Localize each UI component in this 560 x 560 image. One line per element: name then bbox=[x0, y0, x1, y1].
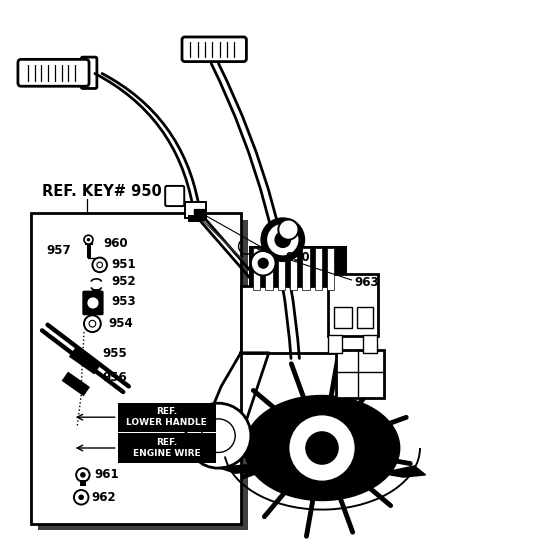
Bar bbox=[87, 241, 91, 258]
Polygon shape bbox=[381, 466, 426, 477]
Bar bbox=[363, 335, 377, 353]
FancyBboxPatch shape bbox=[182, 37, 246, 62]
Circle shape bbox=[89, 320, 96, 327]
Bar bbox=[253, 248, 260, 290]
Circle shape bbox=[202, 419, 235, 452]
Bar bbox=[80, 480, 86, 486]
Text: 961: 961 bbox=[94, 468, 119, 482]
Text: REF.
ENGINE WIRE: REF. ENGINE WIRE bbox=[133, 438, 200, 458]
Circle shape bbox=[92, 258, 107, 272]
Bar bbox=[185, 202, 206, 218]
Circle shape bbox=[274, 231, 291, 248]
FancyBboxPatch shape bbox=[81, 57, 97, 88]
Bar bbox=[188, 215, 202, 222]
Bar bbox=[118, 433, 216, 463]
Bar bbox=[62, 372, 90, 396]
Circle shape bbox=[251, 251, 276, 276]
Text: 953: 953 bbox=[111, 295, 136, 308]
Text: 960: 960 bbox=[104, 237, 128, 250]
FancyBboxPatch shape bbox=[194, 209, 206, 221]
Circle shape bbox=[76, 468, 90, 482]
Text: 962: 962 bbox=[91, 491, 116, 504]
FancyBboxPatch shape bbox=[82, 291, 104, 315]
Bar bbox=[118, 403, 216, 432]
Bar bbox=[328, 274, 378, 336]
Bar bbox=[38, 220, 248, 530]
Bar bbox=[69, 347, 101, 375]
Bar bbox=[31, 213, 241, 524]
Text: 956: 956 bbox=[102, 371, 127, 384]
Bar bbox=[290, 248, 297, 290]
Text: REF. KEY# 950: REF. KEY# 950 bbox=[42, 184, 162, 199]
Bar bbox=[328, 335, 342, 353]
Text: 950: 950 bbox=[286, 251, 310, 264]
Bar bbox=[241, 286, 333, 353]
Circle shape bbox=[305, 431, 339, 465]
Circle shape bbox=[87, 297, 99, 309]
Circle shape bbox=[74, 490, 88, 505]
Circle shape bbox=[97, 262, 102, 268]
Bar bbox=[85, 242, 93, 245]
Circle shape bbox=[278, 220, 298, 240]
Polygon shape bbox=[202, 353, 269, 440]
Bar bbox=[278, 248, 285, 290]
Text: 963: 963 bbox=[354, 276, 379, 290]
Text: 955: 955 bbox=[102, 347, 127, 361]
Circle shape bbox=[267, 224, 298, 255]
Circle shape bbox=[186, 403, 251, 468]
Bar bbox=[357, 307, 373, 328]
Bar bbox=[334, 307, 352, 328]
Bar bbox=[327, 248, 334, 290]
FancyBboxPatch shape bbox=[18, 59, 89, 86]
FancyBboxPatch shape bbox=[165, 186, 184, 206]
Circle shape bbox=[80, 472, 86, 478]
Bar bbox=[265, 248, 273, 290]
Circle shape bbox=[84, 315, 101, 332]
Ellipse shape bbox=[244, 395, 400, 501]
Bar bbox=[249, 246, 347, 291]
Circle shape bbox=[260, 217, 305, 262]
Bar bbox=[336, 350, 384, 398]
Bar bbox=[302, 248, 310, 290]
Circle shape bbox=[258, 258, 269, 269]
Text: 951: 951 bbox=[111, 258, 136, 272]
Text: 954: 954 bbox=[108, 317, 133, 330]
Circle shape bbox=[87, 238, 90, 241]
Text: 952: 952 bbox=[111, 275, 136, 288]
Circle shape bbox=[84, 235, 93, 244]
Text: REF.
LOWER HANDLE: REF. LOWER HANDLE bbox=[126, 408, 207, 427]
Circle shape bbox=[288, 414, 356, 482]
Bar bbox=[315, 248, 322, 290]
Polygon shape bbox=[218, 465, 258, 473]
Text: 957: 957 bbox=[46, 244, 71, 257]
Circle shape bbox=[78, 494, 84, 500]
